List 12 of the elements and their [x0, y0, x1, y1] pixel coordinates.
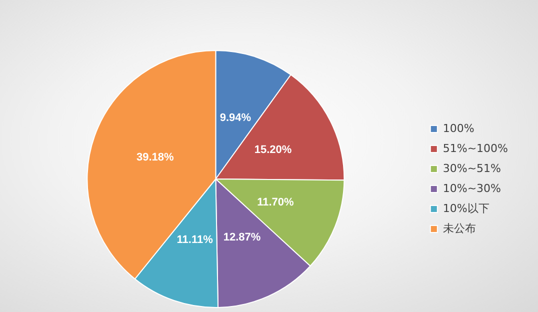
legend-label: 100% [442, 122, 474, 135]
legend-label: 未公布 [442, 222, 476, 235]
data-label: 11.11% [176, 234, 214, 246]
data-label: 12.87% [223, 232, 261, 244]
data-label: 9.94% [220, 112, 252, 124]
legend-label: 10%以下 [442, 202, 490, 215]
legend-label: 30%~51% [442, 162, 502, 175]
legend-label: 10%~30% [442, 182, 502, 195]
data-label: 39.18% [136, 152, 174, 164]
data-label: 15.20% [254, 144, 292, 156]
legend-label: 51%~100% [442, 142, 508, 155]
data-label: 11.70% [257, 196, 294, 209]
